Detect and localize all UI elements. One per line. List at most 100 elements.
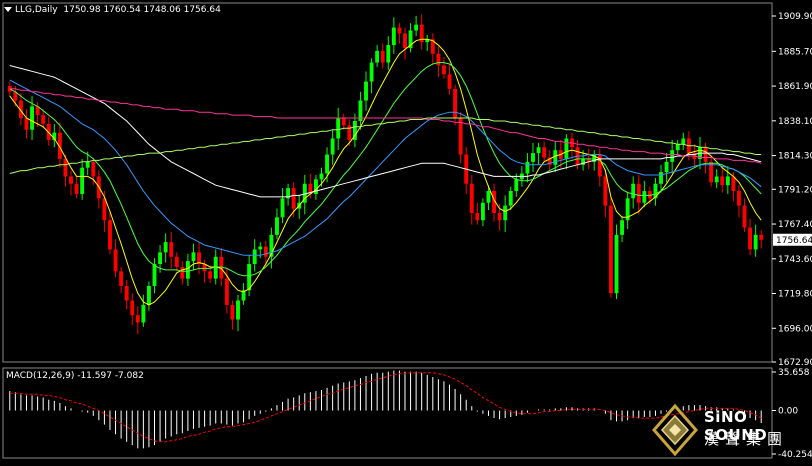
candle-body: [592, 154, 597, 162]
moving-average-line: [9, 88, 762, 164]
candle-body: [364, 81, 368, 101]
candle-body: [202, 264, 207, 272]
price-tick-label: 1696.00: [778, 324, 812, 334]
candle-body: [681, 138, 686, 145]
candle-body: [581, 158, 586, 165]
macd-tick-label: -40.254: [778, 450, 812, 460]
candle-body: [542, 147, 547, 158]
candle-body: [52, 132, 57, 140]
candle-body: [174, 256, 179, 267]
candle-body: [659, 172, 663, 184]
candle-body: [497, 212, 502, 221]
logo-emblem-icon: [652, 403, 698, 457]
candle-body: [614, 234, 619, 294]
candle-body: [13, 91, 18, 101]
candle-body: [252, 249, 257, 265]
candle-body: [670, 150, 675, 162]
candle-body: [213, 256, 218, 279]
candle-body: [325, 154, 330, 174]
candle-body: [135, 315, 140, 323]
candle-body: [503, 205, 508, 221]
candle-body: [386, 45, 391, 63]
candle-body: [163, 242, 168, 253]
candle-body: [586, 158, 591, 162]
price-tick-label: 1814.30: [778, 152, 812, 162]
candle-body: [41, 115, 46, 124]
candle-body: [347, 125, 352, 140]
candle-body: [313, 179, 318, 194]
candle-body: [102, 198, 107, 221]
candle-body: [380, 50, 385, 63]
price-tick-label: 1885.70: [778, 47, 812, 57]
candle-body: [742, 205, 747, 228]
candle-body: [653, 183, 658, 199]
candle-body: [241, 290, 246, 301]
candle-body: [436, 53, 441, 66]
candle-body: [664, 161, 669, 173]
candle-body: [57, 132, 62, 159]
ohlc-values: 1750.98 1760.54 1748.06 1756.64: [63, 5, 221, 15]
candle-body: [224, 278, 229, 305]
price-tick-label: 1743.60: [778, 255, 812, 265]
logo-chinese-text: 漢聲集團: [704, 430, 789, 448]
candle-body: [119, 271, 124, 286]
candle-body: [725, 176, 730, 186]
candle-body: [247, 264, 252, 291]
candle-body: [208, 271, 213, 279]
candle-body: [720, 176, 725, 186]
moving-average-line: [9, 62, 762, 277]
candle-body: [430, 39, 435, 54]
candle-body: [230, 304, 235, 320]
candle-body: [636, 183, 641, 203]
candle-body: [124, 285, 129, 301]
candle-body: [492, 191, 496, 213]
moving-average-line: [9, 38, 762, 306]
price-tick-label: 1767.40: [778, 220, 812, 230]
symbol-label: LLG,Daily: [15, 5, 58, 15]
candle-body: [441, 65, 446, 75]
candle-body: [391, 27, 396, 46]
price-tick-label: 1861.90: [778, 82, 812, 92]
moving-average-line: [9, 79, 762, 256]
dropdown-triangle-icon[interactable]: [4, 7, 12, 12]
candle-body: [180, 266, 185, 279]
candle-body: [258, 246, 263, 250]
candle-body: [113, 249, 118, 272]
candle-body: [620, 220, 625, 235]
candle-body: [352, 120, 357, 140]
candle-body: [91, 161, 96, 177]
candle-body: [286, 188, 291, 199]
candle-body: [280, 198, 285, 218]
price-tick-label: 1838.10: [778, 117, 812, 127]
candle-body: [35, 106, 40, 116]
candle-body: [447, 74, 452, 89]
macd-indicator-label: MACD(12,26,9) -11.597 -7.082: [6, 371, 144, 381]
price-tick-label: 1672.90: [778, 358, 812, 368]
moving-average-line: [9, 65, 762, 198]
candle-body: [608, 205, 613, 294]
candle-body: [130, 300, 135, 316]
candle-body: [564, 138, 569, 159]
logo-brand-text: SiNO SOUND: [704, 408, 768, 444]
candle-body: [85, 161, 90, 168]
candle-body: [69, 176, 73, 184]
candle-body: [625, 198, 630, 221]
macd-signal-line: [9, 372, 762, 443]
candle-body: [275, 217, 279, 235]
candle-body: [731, 176, 736, 192]
candle-body: [341, 118, 346, 126]
candle-body: [397, 27, 402, 34]
candle-body: [219, 256, 224, 279]
candle-body: [642, 191, 647, 203]
candle-body: [336, 118, 341, 139]
candle-body: [108, 220, 112, 250]
candle-body: [369, 62, 374, 82]
price-tick-label: 1791.20: [778, 185, 812, 195]
macd-tick-label: 35.658: [778, 368, 810, 378]
candle-body: [80, 167, 85, 194]
candle-body: [236, 300, 240, 320]
candle-body: [675, 144, 680, 151]
candle-body: [603, 176, 608, 206]
